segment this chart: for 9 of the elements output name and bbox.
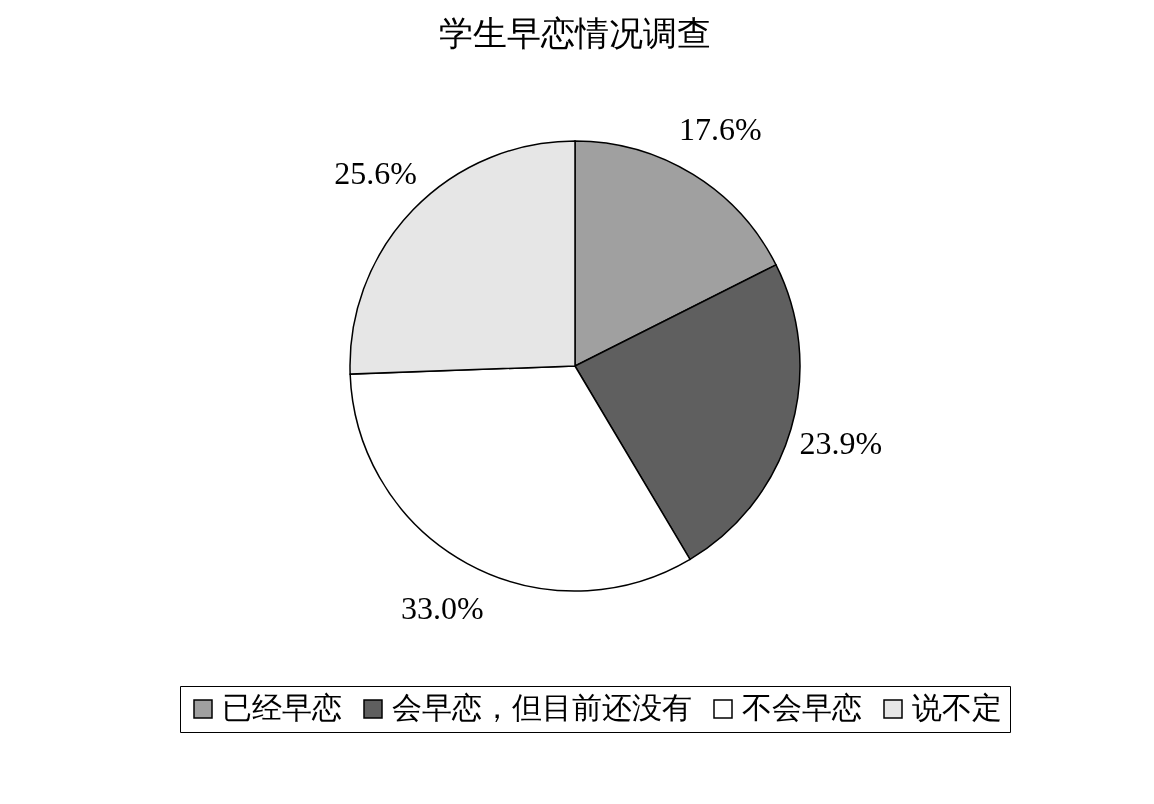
- data-label: 33.0%: [401, 590, 484, 627]
- legend-label: 不会早恋: [742, 691, 862, 724]
- data-label: 25.6%: [334, 154, 417, 191]
- data-label: 23.9%: [799, 424, 883, 461]
- legend-label: 已经早恋: [222, 691, 342, 724]
- legend-label: 会早恋，但目前还没有: [392, 691, 692, 724]
- chart-title: 学生早恋情况调查: [439, 14, 711, 52]
- data-label: 17.6%: [679, 111, 762, 148]
- legend-label: 说不定: [912, 691, 1002, 724]
